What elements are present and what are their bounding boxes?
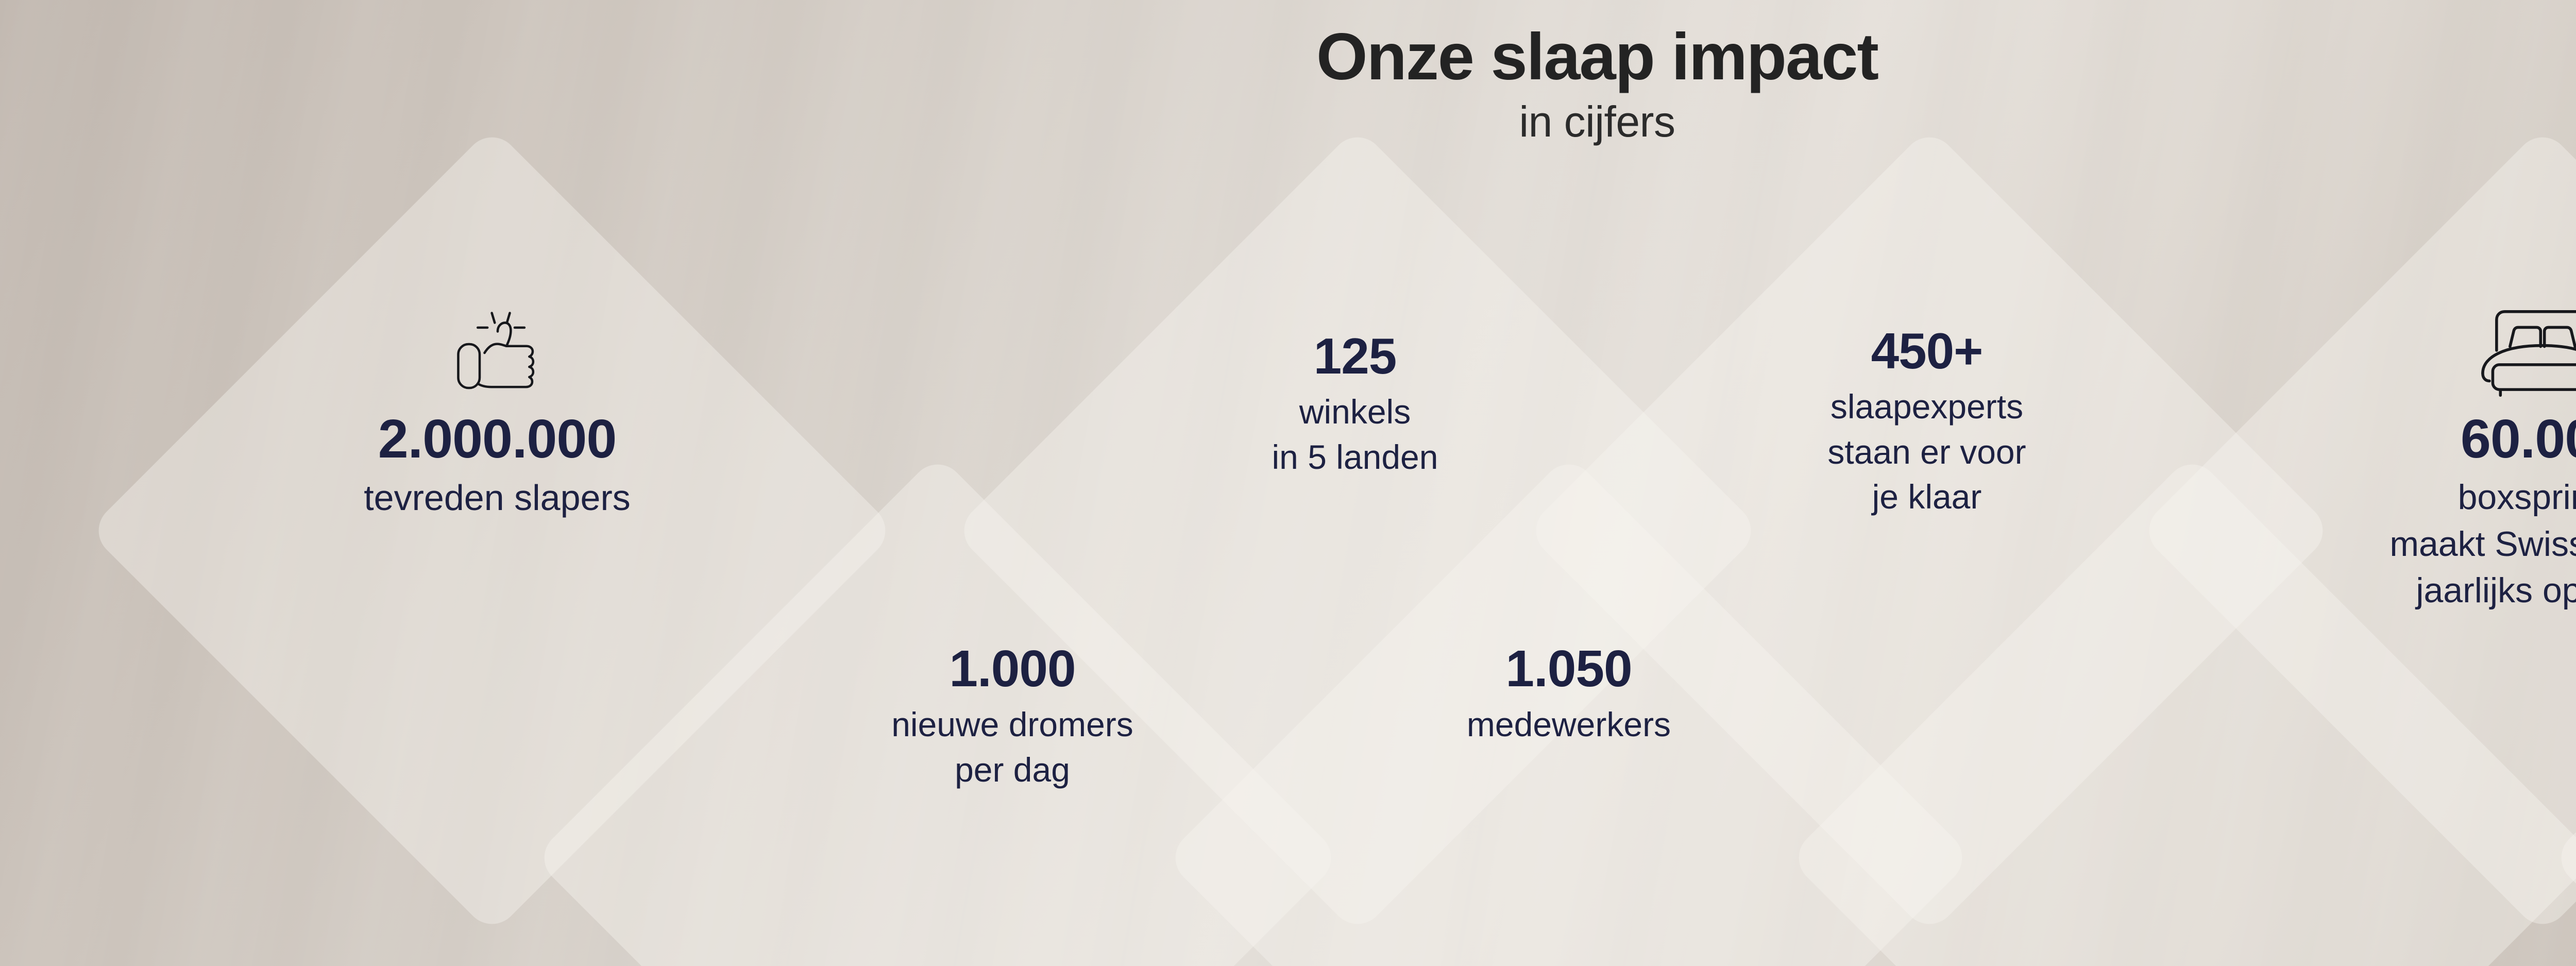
stat-card-medewerkers: 1.050 medewerkers [1265, 641, 1873, 748]
stat-card-winkels: 125 winkels in 5 landen [1077, 328, 1633, 480]
decorative-diamond-3 [953, 126, 1762, 935]
stat-value: 60.000 [2460, 409, 2576, 469]
stat-card-nieuwe-dromers: 1.000 nieuwe dromers per dag [714, 641, 1311, 793]
page-subtitle: in cijfers [1519, 97, 1675, 146]
stat-label: tevreden slapers [364, 478, 631, 518]
stat-value: 2.000.000 [378, 409, 617, 469]
stat-value: 125 [1313, 328, 1397, 384]
banner-header: Onze slaap impact in cijfers [0, 20, 2576, 148]
decorative-diamond-1 [88, 126, 896, 935]
stat-card-slaapexperts: 450+ slaapexperts staan er voor je klaar [1649, 323, 2205, 520]
stat-label: slaapexperts staan er voor je klaar [1827, 387, 2026, 516]
page-title: Onze slaap impact [1316, 20, 1879, 94]
stat-value: 450+ [1871, 323, 1984, 379]
stat-card-boxsprings: 60.000 boxsprings maakt Swiss Sense jaar… [2208, 304, 2576, 614]
bed-icon [2208, 304, 2576, 397]
stat-label: winkels in 5 landen [1272, 392, 1438, 476]
stat-label: medewerkers [1466, 705, 1671, 743]
stat-label: nieuwe dromers per dag [891, 705, 1133, 789]
thumbs-up-icon [178, 309, 817, 397]
stat-label: boxsprings maakt Swiss Sense jaarlijks o… [2389, 478, 2576, 611]
stat-value: 1.000 [949, 640, 1076, 698]
stat-value: 1.050 [1505, 640, 1632, 698]
stat-card-tevreden-slapers: 2.000.000 tevreden slapers [178, 309, 817, 522]
